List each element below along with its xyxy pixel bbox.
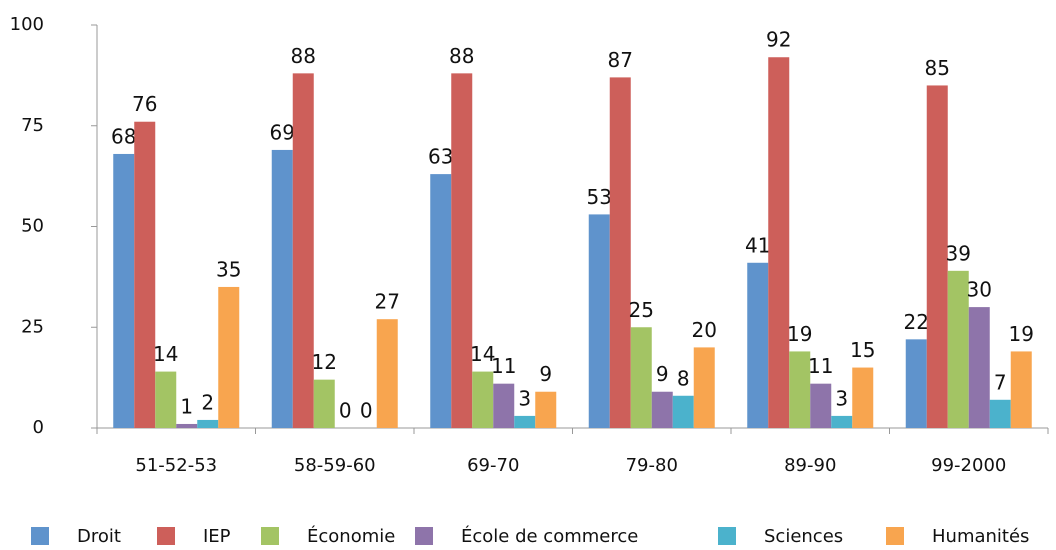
x-tick-label: 58-59-60: [294, 455, 376, 476]
data-label: 88: [291, 44, 316, 68]
data-label: 30: [967, 278, 992, 302]
bar: [747, 262, 769, 428]
legend-label: Droit: [77, 526, 121, 547]
data-label: 3: [835, 386, 848, 410]
bar: [651, 391, 673, 428]
data-label: 35: [216, 257, 241, 281]
data-label: 3: [518, 386, 531, 410]
data-label: 19: [787, 322, 812, 346]
bar: [947, 270, 969, 428]
bar: [989, 399, 1011, 428]
bar: [672, 395, 694, 428]
bar: [292, 73, 314, 429]
bar: [588, 214, 610, 428]
data-label: 87: [608, 48, 633, 72]
legend-swatch: [415, 527, 433, 545]
bar: [493, 383, 515, 428]
bar: [535, 391, 557, 428]
data-label: 0: [339, 399, 352, 423]
y-tick-label: 0: [33, 417, 44, 438]
bar: [810, 383, 832, 428]
data-label: 14: [153, 342, 178, 366]
x-tick-label: 89-90: [784, 455, 836, 476]
data-label: 22: [904, 310, 929, 334]
bar: [430, 174, 452, 428]
data-label: 7: [994, 370, 1007, 394]
y-tick-label: 75: [21, 115, 44, 136]
data-label: 9: [539, 362, 552, 386]
bar: [789, 351, 811, 428]
legend-label: Sciences: [764, 526, 843, 547]
bar: [155, 371, 177, 428]
x-tick-label: 79-80: [626, 455, 678, 476]
bar: [926, 85, 948, 428]
legend-swatch: [718, 527, 736, 545]
y-tick-label: 25: [21, 316, 44, 337]
x-tick-label: 69-70: [467, 455, 519, 476]
data-label: 1: [180, 394, 193, 418]
data-label: 88: [449, 44, 474, 68]
data-label: 68: [111, 124, 136, 148]
data-label: 41: [745, 233, 770, 257]
data-label: 53: [587, 185, 612, 209]
bar: [1010, 351, 1032, 428]
bar: [852, 367, 874, 428]
bar: [472, 371, 494, 428]
x-tick-label: 51-52-53: [135, 455, 217, 476]
x-tick-label: 99-2000: [931, 455, 1006, 476]
legend-swatch: [886, 527, 904, 545]
bar: [271, 149, 293, 428]
data-label: 8: [677, 366, 690, 390]
bar: [313, 379, 335, 428]
legend-swatch: [157, 527, 175, 545]
legend-label: Humanités: [932, 526, 1029, 547]
bar: [451, 73, 473, 429]
bar: [968, 307, 990, 428]
legend-swatch: [31, 527, 49, 545]
bar: [113, 153, 135, 428]
data-label: 11: [491, 354, 516, 378]
data-label: 27: [375, 290, 400, 314]
data-label: 9: [656, 362, 669, 386]
y-tick-label: 50: [21, 216, 44, 237]
legend-label: École de commerce: [461, 525, 638, 547]
data-label: 85: [925, 56, 950, 80]
bar: [609, 77, 631, 428]
bar: [630, 327, 652, 428]
data-label: 25: [629, 298, 654, 322]
bar: [134, 121, 156, 428]
bar: [197, 419, 219, 428]
data-label: 11: [808, 354, 833, 378]
data-label: 14: [470, 342, 495, 366]
bar: [514, 415, 536, 428]
bar: [693, 347, 715, 428]
data-label: 19: [1009, 322, 1034, 346]
data-label: 92: [766, 28, 791, 52]
data-label: 0: [360, 399, 373, 423]
legend-label: Économie: [307, 525, 395, 547]
data-label: 20: [692, 318, 717, 342]
legend-swatch: [261, 527, 279, 545]
data-label: 76: [132, 92, 157, 116]
bar: [831, 415, 853, 428]
data-label: 63: [428, 145, 453, 169]
bar: [376, 319, 398, 428]
data-label: 2: [201, 390, 214, 414]
bar: [218, 286, 240, 428]
y-tick-label: 100: [10, 14, 44, 35]
bar: [905, 339, 927, 428]
data-label: 15: [850, 338, 875, 362]
data-label: 69: [270, 120, 295, 144]
data-label: 39: [946, 241, 971, 265]
bar: [176, 423, 198, 428]
legend-label: IEP: [203, 526, 231, 547]
data-label: 12: [312, 350, 337, 374]
bar: [768, 57, 790, 429]
